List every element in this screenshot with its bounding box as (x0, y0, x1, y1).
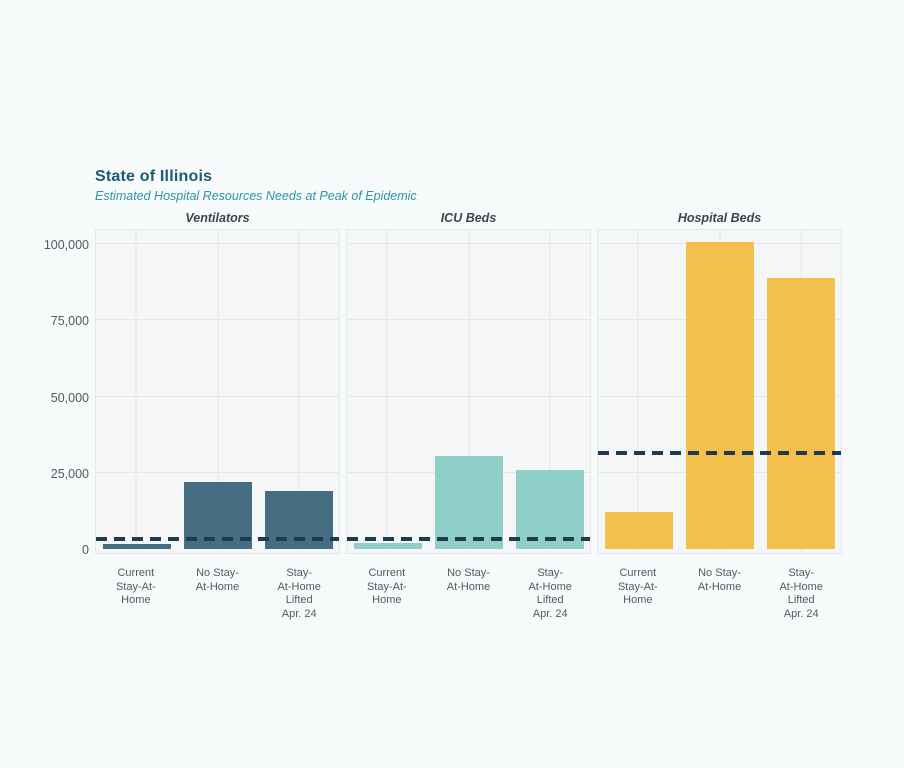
gridline-horizontal (96, 319, 339, 321)
facet-title-icu-beds: ICU Beds (440, 211, 497, 225)
bar-icu-beds-1 (434, 455, 503, 549)
gridline-horizontal (96, 471, 339, 473)
capacity-line (96, 536, 339, 541)
y-tick-label: 25,000 (50, 466, 89, 481)
gridline-horizontal (347, 319, 590, 321)
chart-title: State of Illinois (95, 168, 213, 185)
panel-icu-beds (346, 229, 591, 554)
x-tick-label: Stay- At-Home Lifted Apr. 24 (528, 567, 572, 620)
facet-title-ventilators: Ventilators (185, 211, 250, 225)
x-axis: Current Stay-At- Home No Stay- At-Home Sta… (30, 554, 842, 621)
gridline-vertical (217, 230, 218, 553)
gridline-vertical (298, 230, 299, 553)
x-labels-ventilators: Current Stay-At- Home No Stay- At-Home Sta… (95, 554, 340, 621)
plot-area: 0 25,000 50,000 75,000 100,000 (30, 229, 842, 557)
x-tick-label: Current Stay-At- Home (115, 567, 156, 606)
bar-ventilators-0 (102, 544, 171, 549)
x-tick-label: Stay- At-Home Lifted Apr. 24 (277, 567, 321, 620)
facet-title-row: Ventilators ICU Beds Hospital Beds (95, 211, 842, 225)
faceted-bar-chart: State of Illinois Estimated Hospital Res… (30, 168, 842, 621)
bar-hospital-beds-0 (604, 512, 673, 549)
bar-icu-beds-2 (515, 469, 584, 549)
x-tick-label: Stay- At-Home Lifted Apr. 24 (779, 567, 823, 620)
capacity-line (347, 536, 590, 541)
bar-hospital-beds-1 (685, 242, 754, 549)
x-tick-label: Current Stay-At- Home (366, 567, 407, 606)
x-tick-label: Current Stay-At- Home (617, 567, 658, 606)
panel-ventilators (95, 229, 340, 554)
y-tick-label: 0 (82, 543, 89, 557)
x-tick-label: No Stay- At-Home (195, 567, 240, 593)
panel-hospital-beds (597, 229, 842, 554)
bar-hospital-beds-2 (766, 277, 835, 549)
y-axis: 0 25,000 50,000 75,000 100,000 (30, 229, 95, 557)
facet-panels (95, 229, 842, 554)
x-labels-hospital-beds: Current Stay-At- Home No Stay- At-Home Sta… (597, 554, 842, 621)
y-tick-label: 75,000 (50, 314, 89, 329)
gridline-horizontal (347, 395, 590, 397)
gridline-horizontal (96, 395, 339, 397)
x-labels-icu-beds: Current Stay-At- Home No Stay- At-Home Sta… (346, 554, 591, 621)
x-tick-label: No Stay- At-Home (697, 567, 742, 593)
gridline-vertical (135, 230, 137, 553)
chart-subtitle: Estimated Hospital Resources Needs at Pe… (95, 189, 417, 203)
capacity-line (598, 450, 841, 455)
facet-title-hospital-beds: Hospital Beds (677, 211, 762, 225)
y-tick-label: 100,000 (43, 238, 89, 252)
gridline-horizontal (347, 243, 590, 244)
bar-icu-beds-0 (353, 542, 422, 549)
gridline-vertical (637, 230, 639, 553)
x-tick-label: No Stay- At-Home (446, 567, 491, 593)
x-axis-gutter (30, 554, 95, 621)
gridline-horizontal (96, 243, 339, 244)
gridline-vertical (386, 230, 388, 553)
y-tick-label: 50,000 (50, 390, 89, 405)
gridline-vertical (468, 230, 469, 553)
gridline-vertical (549, 230, 550, 553)
